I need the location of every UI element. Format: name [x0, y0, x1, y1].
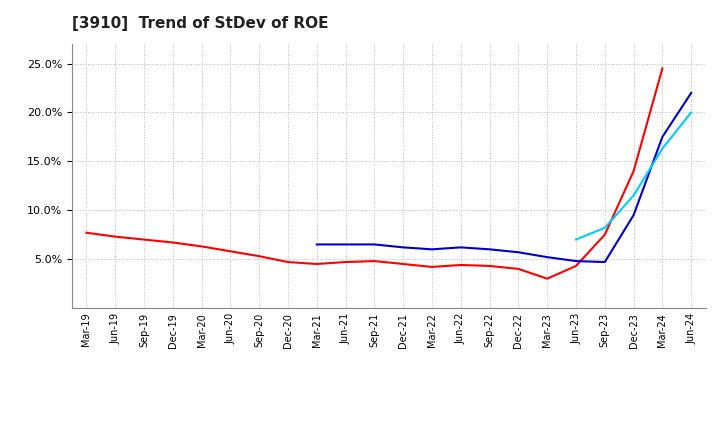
Text: [3910]  Trend of StDev of ROE: [3910] Trend of StDev of ROE	[72, 16, 328, 31]
